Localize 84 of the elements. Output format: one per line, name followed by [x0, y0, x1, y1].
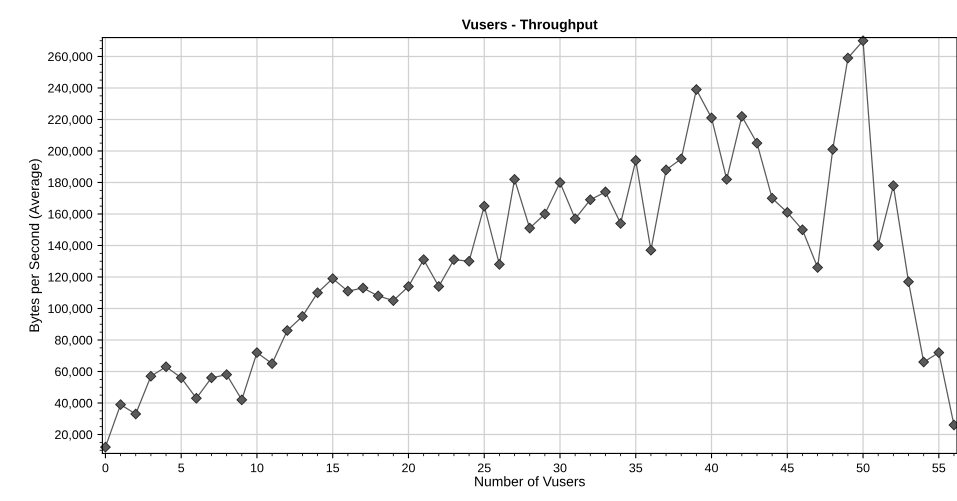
point [766, 192, 778, 204]
point [342, 286, 354, 296]
y-tick-label: 40,000 [54, 398, 92, 410]
x-tick-label: 0 [102, 463, 108, 472]
chart-title: Vusers - Throughput [462, 19, 598, 32]
point [433, 281, 444, 292]
point [797, 224, 808, 236]
point [721, 174, 732, 185]
point [660, 164, 672, 176]
x-tick-label: 20 [402, 463, 415, 472]
point [312, 287, 323, 298]
point [630, 155, 642, 166]
x-tick-label: 40 [704, 463, 718, 472]
point [282, 325, 293, 336]
x-tick-label: 5 [178, 464, 184, 472]
y-tick-label: 160,000 [48, 210, 92, 220]
point [160, 361, 172, 372]
y-axis-title: Bytes per Second (Average) [28, 159, 42, 332]
point [191, 392, 202, 404]
point [570, 213, 580, 224]
x-tick-label: 25 [478, 463, 491, 472]
point [448, 254, 460, 265]
y-tick-label: 100,000 [48, 304, 92, 315]
y-tick-label: 260,000 [48, 52, 92, 63]
point [100, 442, 111, 452]
point [327, 273, 338, 284]
x-tick-label: 45 [780, 464, 794, 472]
y-tick-label: 120,000 [48, 272, 92, 284]
point [584, 194, 596, 206]
y-tick-label: 220,000 [48, 115, 92, 126]
point [554, 177, 566, 188]
point [691, 84, 702, 95]
point [615, 218, 626, 229]
point [706, 112, 717, 124]
point [221, 369, 232, 380]
point [403, 281, 414, 292]
y-tick-label: 60,000 [55, 367, 92, 378]
point [812, 262, 823, 273]
point [130, 408, 142, 420]
point [736, 111, 748, 122]
x-tick-label: 30 [554, 463, 566, 472]
point [464, 256, 474, 267]
y-tick-label: 140,000 [48, 241, 92, 252]
point [524, 222, 536, 234]
y-tick-label: 80,000 [54, 336, 92, 346]
point [858, 35, 868, 46]
point [266, 358, 278, 369]
point [297, 311, 308, 322]
point [782, 207, 793, 218]
point [236, 394, 248, 406]
y-tick-label: 180,000 [48, 178, 92, 189]
point [206, 372, 217, 384]
point [888, 180, 899, 191]
y-tick-label: 200,000 [48, 146, 92, 158]
point [372, 290, 384, 302]
point [358, 282, 368, 294]
x-tick-label: 15 [326, 464, 340, 472]
point [252, 347, 262, 358]
point [918, 356, 929, 368]
x-tick-label: 55 [932, 464, 946, 472]
point [752, 138, 762, 148]
point [842, 52, 854, 64]
point [600, 186, 611, 198]
point [494, 259, 505, 270]
point [933, 347, 944, 358]
point [676, 154, 687, 164]
x-tick-label: 50 [856, 463, 870, 472]
point [176, 372, 187, 384]
point [388, 295, 399, 306]
point [903, 276, 914, 288]
point [872, 240, 884, 251]
point [540, 208, 550, 220]
point [146, 370, 156, 382]
y-tick-label: 20,000 [55, 430, 92, 441]
x-tick-label: 35 [629, 463, 642, 472]
x-tick-label: 10 [250, 463, 264, 472]
point [509, 174, 520, 185]
point [827, 144, 838, 155]
y-tick-label: 240,000 [48, 84, 92, 94]
point [418, 254, 429, 265]
point [115, 399, 126, 410]
point [646, 244, 656, 256]
point [478, 200, 490, 212]
x-axis-title: Number of Vusers [475, 476, 585, 486]
